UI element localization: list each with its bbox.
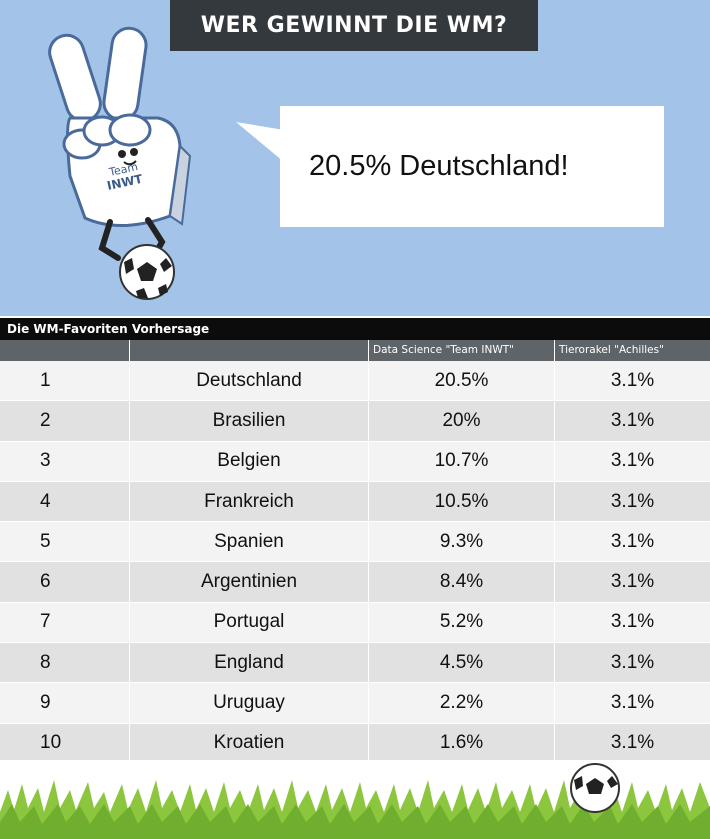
data-science-cell: 1.6% — [368, 723, 554, 763]
rank-cell: 3 — [40, 450, 51, 472]
table-row: 3 Belgien 10.7% 3.1% — [0, 441, 710, 482]
achilles-cell: 3.1% — [554, 683, 710, 723]
table-row: 9 Uruguay 2.2% 3.1% — [0, 683, 710, 724]
speech-bubble-text: 20.5% Deutschland! — [309, 150, 569, 182]
header-tierorakel: Tierorakel "Achilles" — [554, 340, 710, 361]
achilles-cell: 3.1% — [554, 361, 710, 401]
country-cell: Belgien — [129, 441, 368, 481]
country-cell: Frankreich — [129, 481, 368, 522]
achilles-cell: 3.1% — [554, 522, 710, 562]
football-icon — [119, 244, 175, 300]
grass-footer — [0, 760, 710, 839]
data-science-cell: 2.2% — [368, 683, 554, 723]
table-body: 1 Deutschland 20.5% 3.1% 2 Brasilien 20%… — [0, 361, 710, 764]
table-row: 1 Deutschland 20.5% 3.1% — [0, 361, 710, 402]
achilles-cell: 3.1% — [554, 441, 710, 481]
page-title: WER GEWINNT DIE WM? — [170, 0, 538, 51]
table-row: 10 Kroatien 1.6% 3.1% — [0, 723, 710, 764]
achilles-cell: 3.1% — [554, 481, 710, 522]
country-cell: Spanien — [129, 522, 368, 562]
table-row: 6 Argentinien 8.4% 3.1% — [0, 562, 710, 603]
speech-bubble-tail — [236, 122, 284, 162]
data-science-cell: 10.7% — [368, 441, 554, 481]
foam-hand-icon — [48, 26, 192, 263]
rank-cell: 10 — [40, 732, 62, 754]
table-header: Data Science "Team INWT" Tierorakel "Ach… — [0, 340, 710, 361]
data-science-cell: 9.3% — [368, 522, 554, 562]
rank-cell: 9 — [40, 692, 51, 714]
header-rank — [0, 340, 129, 361]
country-cell: England — [129, 643, 368, 683]
achilles-cell: 3.1% — [554, 723, 710, 763]
rank-cell: 4 — [40, 490, 51, 512]
country-cell: Uruguay — [129, 683, 368, 723]
data-science-cell: 4.5% — [368, 643, 554, 683]
achilles-cell: 3.1% — [554, 643, 710, 683]
country-cell: Deutschland — [129, 361, 368, 401]
country-cell: Kroatien — [129, 723, 368, 763]
table-row: 5 Spanien 9.3% 3.1% — [0, 522, 710, 563]
header-data-science: Data Science "Team INWT" — [368, 340, 554, 361]
data-science-cell: 8.4% — [368, 562, 554, 602]
table-row: 7 Portugal 5.2% 3.1% — [0, 602, 710, 644]
data-science-cell: 20.5% — [368, 361, 554, 401]
mascot-label-team: Team — [107, 160, 139, 179]
table-row: 2 Brasilien 20% 3.1% — [0, 401, 710, 442]
rank-cell: 5 — [40, 530, 51, 552]
football-icon — [570, 763, 620, 813]
country-cell: Brasilien — [129, 401, 368, 441]
rank-cell: 1 — [40, 369, 51, 391]
country-cell: Portugal — [129, 602, 368, 643]
rank-cell: 7 — [40, 611, 51, 633]
table-row: 4 Frankreich 10.5% 3.1% — [0, 481, 710, 523]
speech-bubble: 20.5% Deutschland! — [280, 106, 664, 227]
rank-cell: 8 — [40, 651, 51, 673]
foam-hand-mascot: Team INWT — [48, 26, 192, 300]
table-row: 8 England 4.5% 3.1% — [0, 643, 710, 684]
achilles-cell: 3.1% — [554, 562, 710, 602]
data-science-cell: 10.5% — [368, 481, 554, 522]
data-science-cell: 5.2% — [368, 602, 554, 643]
rank-cell: 2 — [40, 409, 51, 431]
header-country — [129, 340, 368, 361]
data-science-cell: 20% — [368, 401, 554, 441]
country-cell: Argentinien — [129, 562, 368, 602]
achilles-cell: 3.1% — [554, 602, 710, 643]
achilles-cell: 3.1% — [554, 401, 710, 441]
table-title: Die WM-Favoriten Vorhersage — [0, 318, 710, 340]
rank-cell: 6 — [40, 571, 51, 593]
